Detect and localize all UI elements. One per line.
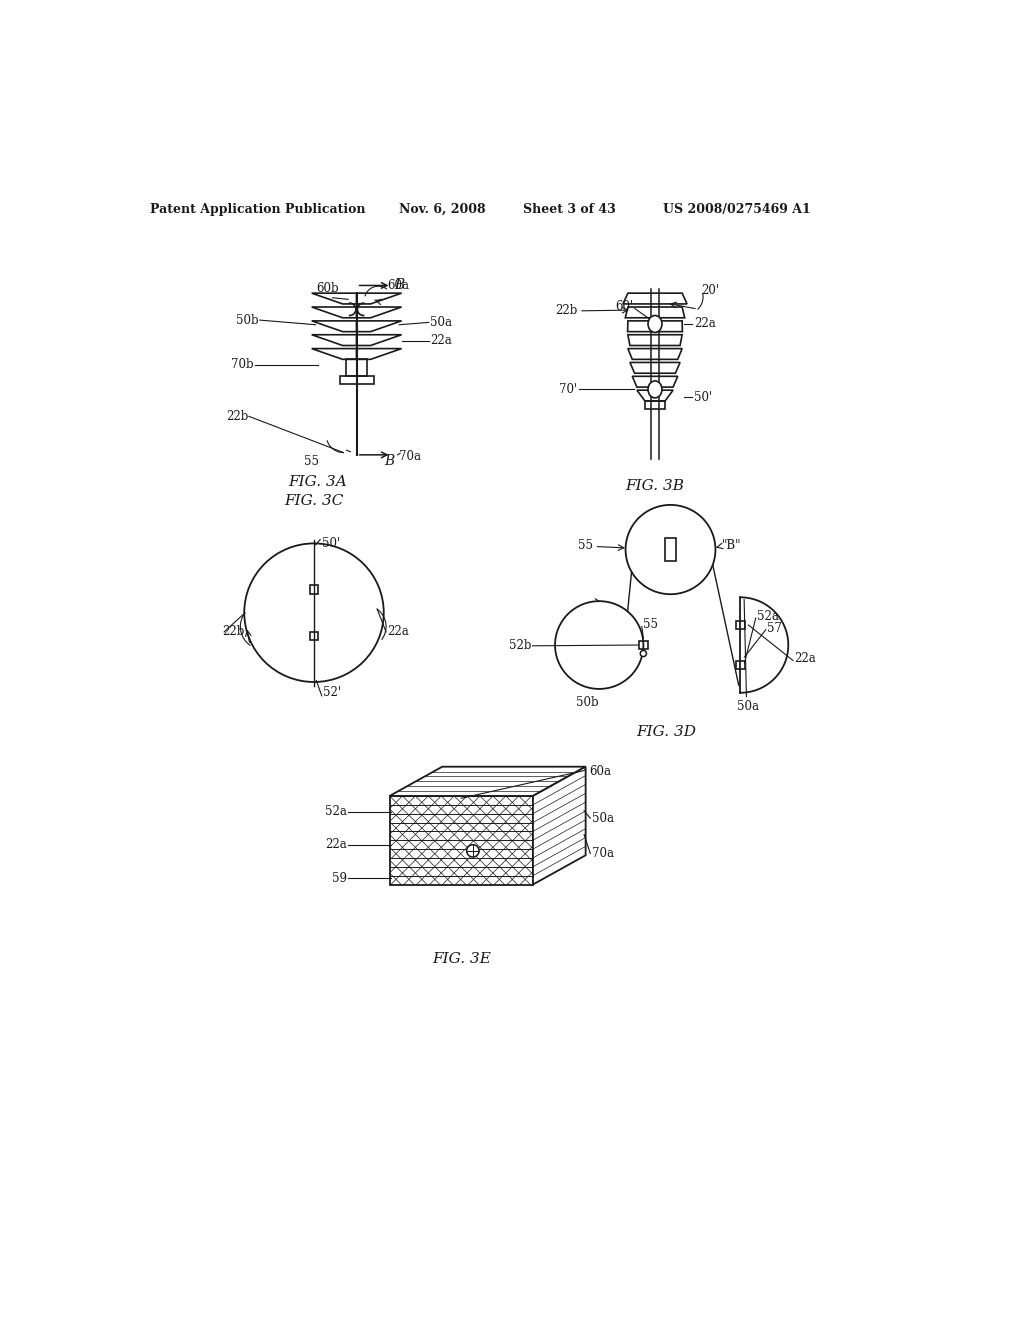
Text: 22a: 22a: [388, 626, 410, 639]
Text: 20': 20': [701, 284, 720, 297]
Text: 57: 57: [767, 622, 782, 635]
Text: 70': 70': [559, 383, 578, 396]
Text: 22a: 22a: [795, 652, 816, 665]
Text: 52a: 52a: [325, 805, 347, 818]
Text: FIG. 3E: FIG. 3E: [432, 952, 490, 966]
Text: Sheet 3 of 43: Sheet 3 of 43: [523, 203, 616, 216]
Polygon shape: [532, 767, 586, 884]
Text: 70a: 70a: [592, 847, 613, 861]
Text: 52': 52': [324, 686, 341, 700]
Text: 22b: 22b: [222, 626, 245, 639]
Circle shape: [467, 845, 479, 857]
Text: 52b: 52b: [509, 639, 531, 652]
Text: 50a: 50a: [430, 315, 453, 329]
Polygon shape: [389, 767, 586, 796]
Text: 55: 55: [643, 618, 658, 631]
Text: 50': 50': [322, 537, 340, 550]
Text: 55: 55: [304, 455, 319, 467]
Text: 50a: 50a: [737, 700, 759, 713]
Text: 59: 59: [332, 871, 347, 884]
Text: 60a: 60a: [388, 279, 410, 292]
Text: 22b: 22b: [555, 305, 578, 317]
Text: 50b: 50b: [577, 696, 599, 709]
Text: 70b: 70b: [231, 358, 254, 371]
Text: 60': 60': [615, 300, 633, 313]
Text: FIG. 3A: FIG. 3A: [289, 475, 347, 488]
Text: 50b: 50b: [236, 314, 258, 326]
Text: 22a: 22a: [326, 838, 347, 851]
Text: FIG. 3C: FIG. 3C: [285, 494, 344, 508]
Text: 52a: 52a: [758, 610, 779, 623]
Text: 22a: 22a: [430, 334, 452, 347]
Text: 22b: 22b: [225, 409, 248, 422]
Text: "B": "B": [722, 539, 741, 552]
Text: 60a: 60a: [590, 764, 611, 777]
Text: 50': 50': [693, 391, 712, 404]
Text: B: B: [384, 454, 394, 469]
Text: FIG. 3D: FIG. 3D: [637, 725, 696, 739]
Text: 22a: 22a: [693, 317, 716, 330]
Ellipse shape: [648, 315, 662, 333]
Text: Nov. 6, 2008: Nov. 6, 2008: [399, 203, 485, 216]
Circle shape: [640, 651, 646, 656]
Text: 50a: 50a: [592, 812, 613, 825]
Text: B: B: [394, 279, 404, 293]
Ellipse shape: [648, 381, 662, 397]
Text: 55: 55: [578, 539, 593, 552]
Text: FIG. 3B: FIG. 3B: [626, 479, 684, 492]
Polygon shape: [389, 796, 532, 884]
Text: Patent Application Publication: Patent Application Publication: [150, 203, 366, 216]
Text: 70a: 70a: [399, 450, 421, 463]
Text: US 2008/0275469 A1: US 2008/0275469 A1: [663, 203, 811, 216]
Polygon shape: [389, 796, 532, 884]
Text: 60b: 60b: [316, 281, 339, 294]
